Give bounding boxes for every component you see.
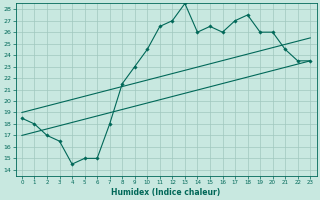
X-axis label: Humidex (Indice chaleur): Humidex (Indice chaleur) (111, 188, 221, 197)
